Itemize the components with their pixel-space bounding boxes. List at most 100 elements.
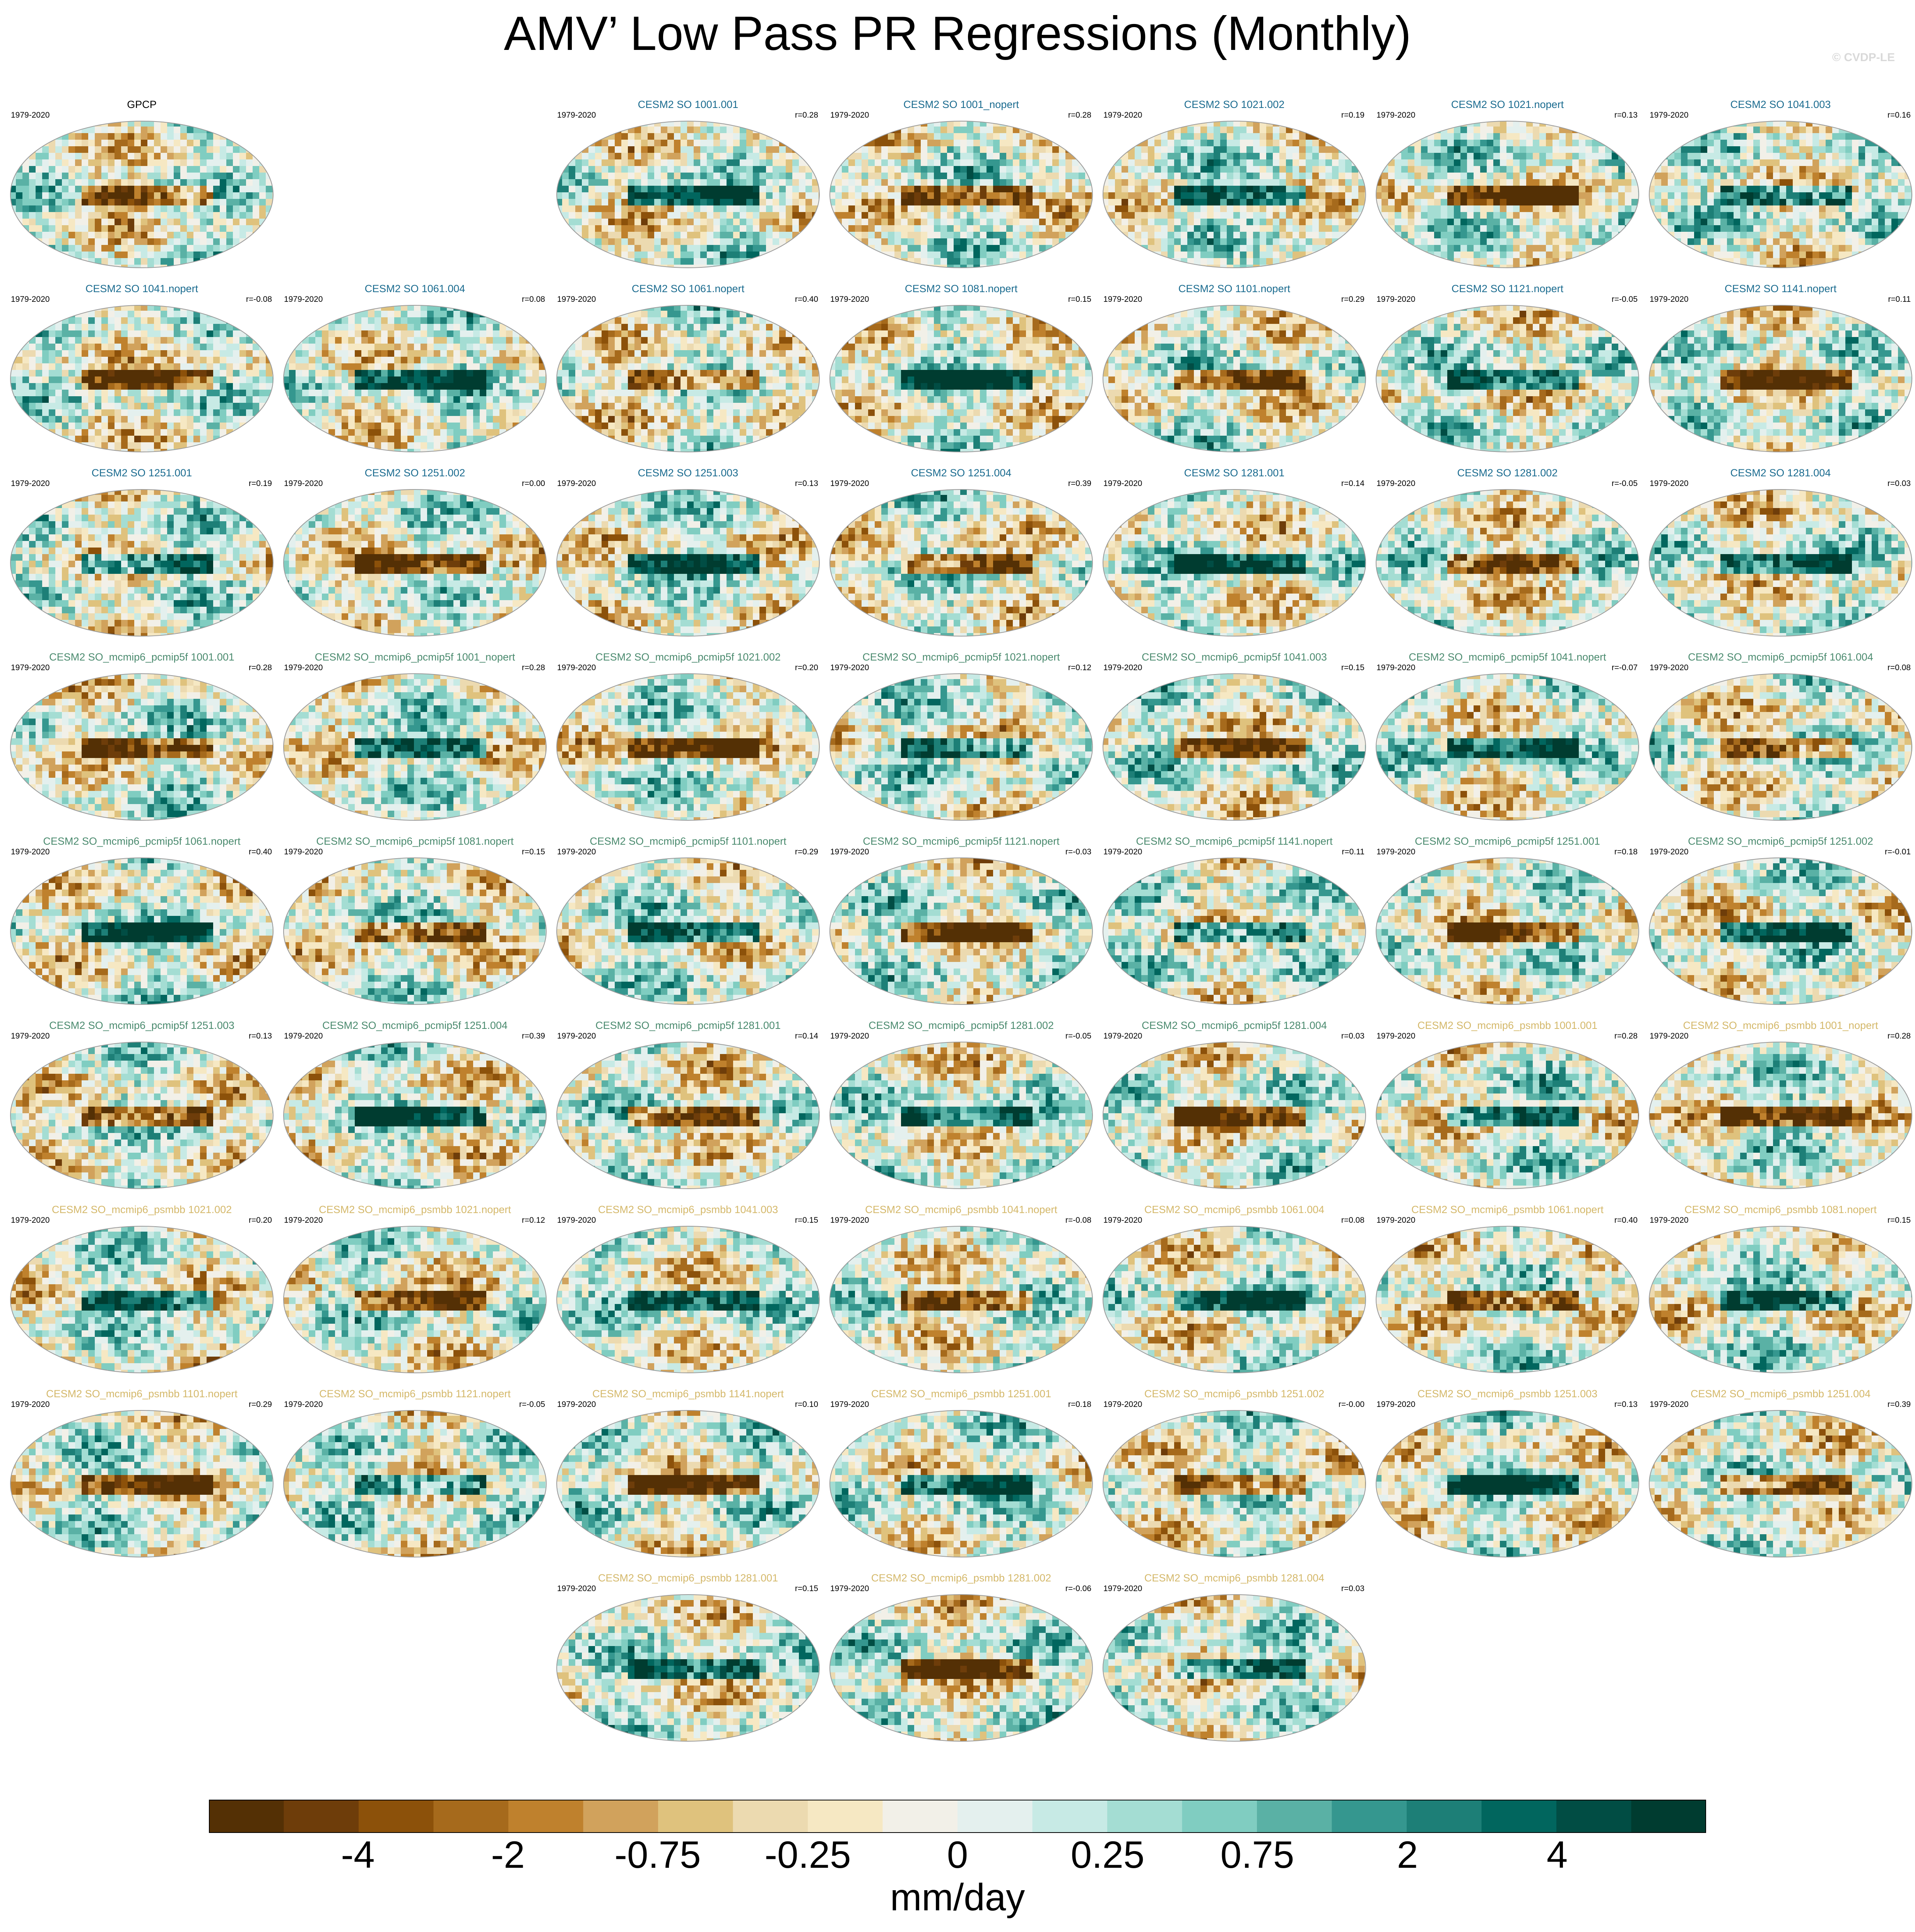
panel-correlation: r=0.39 [1068, 479, 1091, 488]
map-panel: CESM2 SO 1081.nopert 1979-2020 r=0.15 [825, 281, 1098, 458]
panel-years: 1979-2020 [1376, 847, 1415, 857]
panel-title: CESM2 SO_mcmip6_psmbb 1251.004 [1644, 1388, 1915, 1400]
panel-correlation: r=0.15 [795, 1584, 818, 1593]
panel-title: CESM2 SO 1021.002 [1098, 98, 1371, 111]
panel-years: 1979-2020 [1103, 295, 1142, 304]
panel-title: CESM2 SO_mcmip6_psmbb 1281.001 [552, 1572, 824, 1584]
colorbar-tick-label: 0 [947, 1833, 968, 1876]
panel-years: 1979-2020 [11, 1216, 50, 1225]
panel-title: CESM2 SO 1021.nopert [1371, 98, 1644, 111]
map-panel: CESM2 SO_mcmip6_psmbb 1101.nopert 1979-20… [5, 1386, 278, 1563]
map-field [10, 1226, 274, 1373]
panel-correlation: r=0.14 [1341, 479, 1364, 488]
map-field [1103, 673, 1366, 821]
panel-correlation: r=0.28 [1614, 1032, 1638, 1041]
panel-years: 1979-2020 [1103, 847, 1142, 857]
panel-years: 1979-2020 [557, 847, 596, 857]
panel-correlation: r=-0.05 [1612, 479, 1638, 488]
panel-correlation: r=0.28 [249, 663, 272, 673]
map-panel: CESM2 SO_mcmip6_pcmip5f 1281.002 1979-202… [825, 1018, 1098, 1195]
panel-title: CESM2 SO_mcmip6_psmbb 1121.nopert [279, 1388, 551, 1400]
map-panel: CESM2 SO 1061.004 1979-2020 r=0.08 [279, 281, 551, 458]
map-panel: CESM2 SO_mcmip6_psmbb 1001.001 1979-2020 r… [1371, 1018, 1644, 1195]
map-panel: CESM2 SO_mcmip6_pcmip5f 1251.001 1979-202… [1371, 833, 1644, 1011]
map-panel: CESM2 SO_mcmip6_psmbb 1141.nopert 1979-20… [552, 1386, 824, 1563]
map-field [829, 121, 1093, 268]
panel-title: CESM2 SO 1001_nopert [825, 98, 1098, 111]
colorbar-segment [284, 1800, 359, 1833]
panel-correlation: r=0.00 [522, 479, 545, 488]
map-field [1103, 857, 1366, 1005]
panel-correlation: r=0.40 [795, 295, 818, 304]
panel-correlation: r=-0.05 [1612, 295, 1638, 304]
map-panel: CESM2 SO_mcmip6_psmbb 1001_nopert 1979-20… [1644, 1018, 1915, 1195]
panel-correlation: r=-0.08 [246, 295, 272, 304]
panel-title: CESM2 SO_mcmip6_psmbb 1061.004 [1098, 1203, 1371, 1216]
map-field [1649, 489, 1912, 637]
panel-years: 1979-2020 [1376, 1216, 1415, 1225]
panel-title: CESM2 SO_mcmip6_psmbb 1041.nopert [825, 1203, 1098, 1216]
panel-title: CESM2 SO_mcmip6_psmbb 1041.003 [552, 1203, 824, 1216]
panel-correlation: r=0.20 [249, 1216, 272, 1225]
colorbar-segment [508, 1800, 583, 1833]
panel-title: CESM2 SO_mcmip6_psmbb 1251.002 [1098, 1388, 1371, 1400]
panel-years: 1979-2020 [557, 1584, 596, 1593]
panel-title: CESM2 SO_mcmip6_pcmip5f 1061.004 [1644, 651, 1915, 663]
panel-title: CESM2 SO_mcmip6_psmbb 1021.002 [5, 1203, 278, 1216]
panel-title: CESM2 SO 1061.nopert [552, 282, 824, 295]
panel-correlation: r=0.13 [1614, 1400, 1638, 1409]
map-field [10, 121, 274, 268]
panel-years: 1979-2020 [11, 1032, 50, 1041]
panel-correlation: r=-0.05 [519, 1400, 545, 1409]
panel-title: CESM2 SO 1101.nopert [1098, 282, 1371, 295]
map-field [829, 1226, 1093, 1373]
map-field [1103, 1410, 1366, 1557]
map-panel: CESM2 SO_mcmip6_pcmip5f 1061.004 1979-202… [1644, 649, 1915, 827]
panel-correlation: r=0.39 [1888, 1400, 1911, 1409]
panel-years: 1979-2020 [830, 295, 869, 304]
map-field [556, 1594, 820, 1742]
map-panel: CESM2 SO_mcmip6_psmbb 1041.003 1979-2020 r… [552, 1202, 824, 1379]
panel-correlation: r=0.03 [1341, 1032, 1364, 1041]
panel-correlation: r=0.15 [1888, 1216, 1911, 1225]
colorbar-tick-label: 0.75 [1221, 1833, 1294, 1876]
panel-title: GPCP [5, 98, 278, 111]
panel-correlation: r=-0.06 [1065, 1584, 1091, 1593]
panel-title: CESM2 SO 1041.nopert [5, 282, 278, 295]
panel-title: CESM2 SO 1281.001 [1098, 467, 1371, 479]
panel-title: CESM2 SO 1041.003 [1644, 98, 1915, 111]
map-panel: CESM2 SO 1001_nopert 1979-2020 r=0.28 [825, 97, 1098, 274]
colorbar-segment [1631, 1800, 1706, 1833]
panel-correlation: r=0.15 [1341, 663, 1364, 673]
map-field [10, 857, 274, 1005]
colorbar-segment [658, 1800, 733, 1833]
panel-years: 1979-2020 [11, 111, 50, 120]
map-field [1649, 673, 1912, 821]
panel-years: 1979-2020 [11, 663, 50, 673]
panel-years: 1979-2020 [1650, 663, 1688, 673]
map-field [1376, 673, 1639, 821]
panel-years: 1979-2020 [830, 1216, 869, 1225]
map-panel: CESM2 SO_mcmip6_pcmip5f 1281.004 1979-202… [1098, 1018, 1371, 1195]
panel-correlation: r=0.15 [522, 847, 545, 857]
panel-years: 1979-2020 [1650, 111, 1688, 120]
map-panel: CESM2 SO_mcmip6_pcmip5f 1041.nopert 1979-… [1371, 649, 1644, 827]
panel-title: CESM2 SO 1001.001 [552, 98, 824, 111]
map-panel: CESM2 SO_mcmip6_psmbb 1281.002 1979-2020 r… [825, 1570, 1098, 1747]
panel-years: 1979-2020 [284, 1032, 323, 1041]
map-panel: CESM2 SO_mcmip6_psmbb 1021.nopert 1979-20… [279, 1202, 551, 1379]
panel-title: CESM2 SO 1251.002 [279, 467, 551, 479]
colorbar-segment [1107, 1800, 1182, 1833]
panel-years: 1979-2020 [557, 295, 596, 304]
panel-years: 1979-2020 [1650, 847, 1688, 857]
panel-correlation: r=0.39 [522, 1032, 545, 1041]
panel-years: 1979-2020 [830, 847, 869, 857]
panel-title: CESM2 SO_mcmip6_pcmip5f 1041.nopert [1371, 651, 1644, 663]
map-panel: CESM2 SO 1121.nopert 1979-2020 r=-0.05 [1371, 281, 1644, 458]
panel-title: CESM2 SO_mcmip6_psmbb 1251.001 [825, 1388, 1098, 1400]
map-panel: CESM2 SO 1101.nopert 1979-2020 r=0.29 [1098, 281, 1371, 458]
map-field [1103, 305, 1366, 452]
map-field [1376, 121, 1639, 268]
colorbar-border [209, 1800, 1706, 1833]
panel-years: 1979-2020 [557, 1216, 596, 1225]
